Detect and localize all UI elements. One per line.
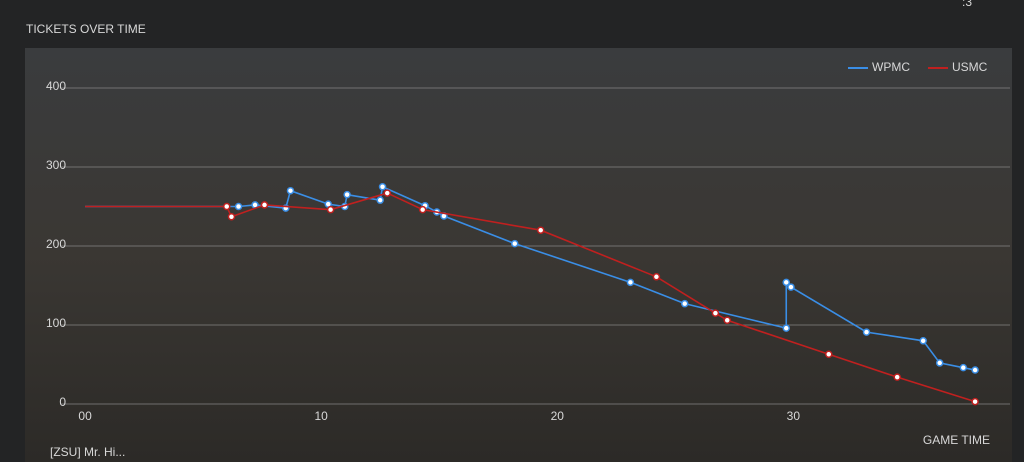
- event-marker: [959, 363, 968, 372]
- x-tick-label: 20: [551, 409, 565, 423]
- event-marker: [782, 278, 790, 287]
- event-marker: [260, 201, 269, 209]
- event-marker: [862, 328, 871, 336]
- event-marker: [536, 226, 545, 234]
- event-marker: [971, 366, 979, 374]
- event-marker: [326, 205, 335, 214]
- x-tick-label: 00: [78, 409, 92, 423]
- event-marker: [418, 205, 427, 214]
- y-tick-label: 200: [46, 237, 66, 251]
- legend-label: WPMC: [872, 60, 910, 74]
- y-tick-label: 400: [46, 79, 66, 93]
- event-marker: [782, 324, 790, 332]
- event-marker: [711, 309, 720, 317]
- chart-title: TICKETS OVER TIME: [26, 22, 146, 36]
- event-marker: [919, 337, 927, 345]
- event-marker: [383, 189, 392, 197]
- x-tick-label: 10: [314, 409, 328, 423]
- legend-label: USMC: [952, 60, 988, 74]
- y-tick-label: 100: [46, 316, 66, 330]
- corner-text: :3: [962, 0, 972, 9]
- event-marker: [343, 190, 351, 199]
- event-marker: [652, 273, 661, 281]
- event-marker: [378, 183, 387, 191]
- event-marker: [723, 316, 731, 325]
- event-marker: [511, 239, 519, 248]
- event-marker: [680, 299, 689, 308]
- event-marker: [787, 283, 795, 291]
- x-tick-label: 30: [787, 409, 801, 423]
- event-marker: [376, 196, 384, 204]
- event-marker: [626, 278, 635, 287]
- event-marker: [893, 373, 901, 381]
- series-line: [85, 192, 976, 403]
- event-marker: [227, 213, 236, 221]
- player-tag: [ZSU] Mr. Hi...: [50, 445, 125, 459]
- chart-panel: [25, 48, 1012, 462]
- event-marker: [286, 186, 295, 195]
- event-marker: [222, 202, 231, 211]
- y-tick-label: 0: [59, 395, 66, 409]
- x-axis-label: GAME TIME: [923, 433, 990, 447]
- event-marker: [824, 350, 833, 358]
- event-marker: [971, 397, 979, 406]
- event-marker: [935, 359, 944, 367]
- y-tick-label: 300: [46, 158, 66, 172]
- event-marker: [234, 202, 243, 211]
